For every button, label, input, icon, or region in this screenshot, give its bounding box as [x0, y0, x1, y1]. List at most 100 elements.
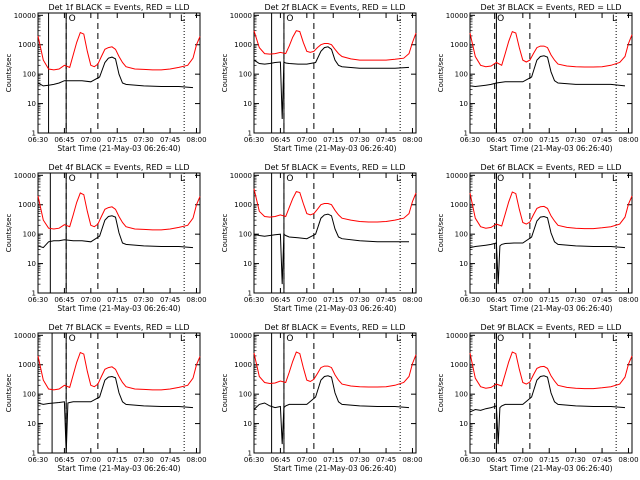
y-axis-label: Counts/sec	[221, 214, 229, 253]
x-tick-label: 07:30	[350, 456, 370, 464]
corner-mark-o: O	[497, 14, 504, 24]
y-tick-label: 10	[27, 420, 36, 428]
chart-panel-5: Det 5f BLACK = Events, RED = LLD 1 10 100 10…	[221, 163, 423, 313]
y-tick-label: 100	[455, 391, 468, 399]
corner-mark-o: O	[497, 334, 504, 344]
chart-title: Det 2f BLACK = Events, RED = LLD	[264, 3, 405, 12]
x-tick-label: 07:30	[566, 456, 586, 464]
corner-mark-o: O	[69, 334, 76, 344]
chart-title: Det 1f BLACK = Events, RED = LLD	[48, 3, 189, 12]
x-axis-label: Start Time (21-May-03 06:26:40)	[57, 144, 180, 153]
x-tick-label: 07:15	[107, 456, 127, 464]
lld-series-line	[37, 351, 201, 391]
corner-mark-l: L	[396, 14, 401, 24]
chart-panel-6: Det 6f BLACK = Events, RED = LLD 1 10 100 10…	[437, 163, 639, 313]
x-tick-label: 07:30	[350, 296, 370, 304]
x-tick-label: 08:00	[402, 456, 422, 464]
x-tick-label: 07:30	[134, 296, 154, 304]
corner-mark-l: L	[180, 334, 185, 344]
plot-frame	[469, 332, 633, 454]
x-tick-label: 07:00	[513, 456, 533, 464]
y-tick-label: 10000	[230, 172, 252, 180]
chart-panel-8: Det 8f BLACK = Events, RED = LLD 1 10 100 10…	[221, 323, 423, 473]
y-tick-label: 1000	[234, 41, 252, 49]
y-axis-label: Counts/sec	[5, 54, 13, 93]
x-axis-label: Start Time (21-May-03 06:26:40)	[273, 304, 396, 313]
x-tick-label: 07:00	[513, 296, 533, 304]
x-tick-label: 07:15	[323, 456, 343, 464]
x-tick-label: 07:15	[323, 296, 343, 304]
lld-series-line	[253, 188, 417, 223]
x-tick-label: 07:45	[592, 296, 612, 304]
lld-series-line	[253, 351, 417, 388]
corner-mark-o: O	[69, 174, 76, 184]
y-tick-label: 1000	[234, 361, 252, 369]
y-tick-label: 100	[239, 71, 252, 79]
corner-mark-l: L	[612, 334, 617, 344]
y-tick-label: 100	[23, 231, 36, 239]
chart-title: Det 8f BLACK = Events, RED = LLD	[264, 323, 405, 332]
y-tick-label: 1	[248, 450, 252, 458]
events-series-line	[469, 375, 626, 445]
x-tick-label: 07:00	[297, 456, 317, 464]
x-tick-label: 06:30	[460, 136, 480, 144]
x-tick-label: 06:45	[54, 136, 74, 144]
corner-mark-l: L	[396, 174, 401, 184]
lld-series-line	[37, 192, 201, 231]
x-tick-label: 06:30	[460, 296, 480, 304]
events-series-line	[253, 375, 410, 445]
y-tick-label: 100	[23, 391, 36, 399]
x-tick-label: 07:45	[592, 456, 612, 464]
y-tick-label: 1	[248, 290, 252, 298]
y-tick-label: 10	[243, 260, 252, 268]
x-tick-label: 06:30	[244, 456, 264, 464]
plot-frame	[253, 172, 417, 294]
lld-series-line	[253, 30, 417, 61]
x-tick-label: 07:30	[566, 296, 586, 304]
y-tick-label: 100	[455, 231, 468, 239]
y-tick-label: 100	[455, 71, 468, 79]
y-axis-label: Counts/sec	[437, 214, 445, 253]
chart-title: Det 5f BLACK = Events, RED = LLD	[264, 163, 405, 172]
x-tick-label: 06:45	[270, 296, 290, 304]
corner-mark-l: L	[396, 334, 401, 344]
chart-panel-3: Det 3f BLACK = Events, RED = LLD 1 10 100 10…	[437, 3, 639, 153]
corner-mark-o: O	[497, 174, 504, 184]
y-axis-label: Counts/sec	[5, 374, 13, 413]
chart-title: Det 6f BLACK = Events, RED = LLD	[480, 163, 621, 172]
x-tick-label: 06:45	[270, 456, 290, 464]
x-tick-label: 07:30	[134, 136, 154, 144]
x-tick-label: 06:30	[460, 456, 480, 464]
x-tick-label: 07:15	[107, 296, 127, 304]
events-series-line	[37, 375, 194, 454]
corner-mark-o: O	[286, 14, 293, 24]
y-axis-label: Counts/sec	[437, 374, 445, 413]
x-tick-label: 06:45	[486, 136, 506, 144]
y-tick-label: 10	[27, 260, 36, 268]
x-tick-label: 07:45	[376, 296, 396, 304]
x-axis-label: Start Time (21-May-03 06:26:40)	[489, 304, 612, 313]
x-tick-label: 07:15	[539, 456, 559, 464]
x-tick-label: 08:00	[402, 136, 422, 144]
plot-frame	[253, 332, 417, 454]
y-tick-label: 10	[459, 260, 468, 268]
chart-panel-4: Det 4f BLACK = Events, RED = LLD 1 10 100 10…	[5, 163, 207, 313]
x-tick-label: 07:00	[513, 136, 533, 144]
x-axis-label: Start Time (21-May-03 06:26:40)	[273, 144, 396, 153]
x-tick-label: 06:30	[28, 296, 48, 304]
x-tick-label: 06:45	[270, 136, 290, 144]
lld-series-line	[37, 31, 201, 71]
plot-frame	[469, 12, 633, 134]
y-tick-label: 1	[464, 450, 468, 458]
x-axis-label: Start Time (21-May-03 06:26:40)	[57, 304, 180, 313]
chart-panel-7: Det 7f BLACK = Events, RED = LLD 1 10 100 10…	[5, 323, 207, 473]
x-tick-label: 07:15	[539, 296, 559, 304]
x-tick-label: 07:15	[323, 136, 343, 144]
y-tick-label: 10000	[14, 332, 36, 340]
events-series-line	[253, 213, 409, 285]
corner-mark-o: O	[286, 334, 293, 344]
x-axis-label: Start Time (21-May-03 06:26:40)	[489, 464, 612, 473]
x-tick-label: 07:00	[297, 296, 317, 304]
